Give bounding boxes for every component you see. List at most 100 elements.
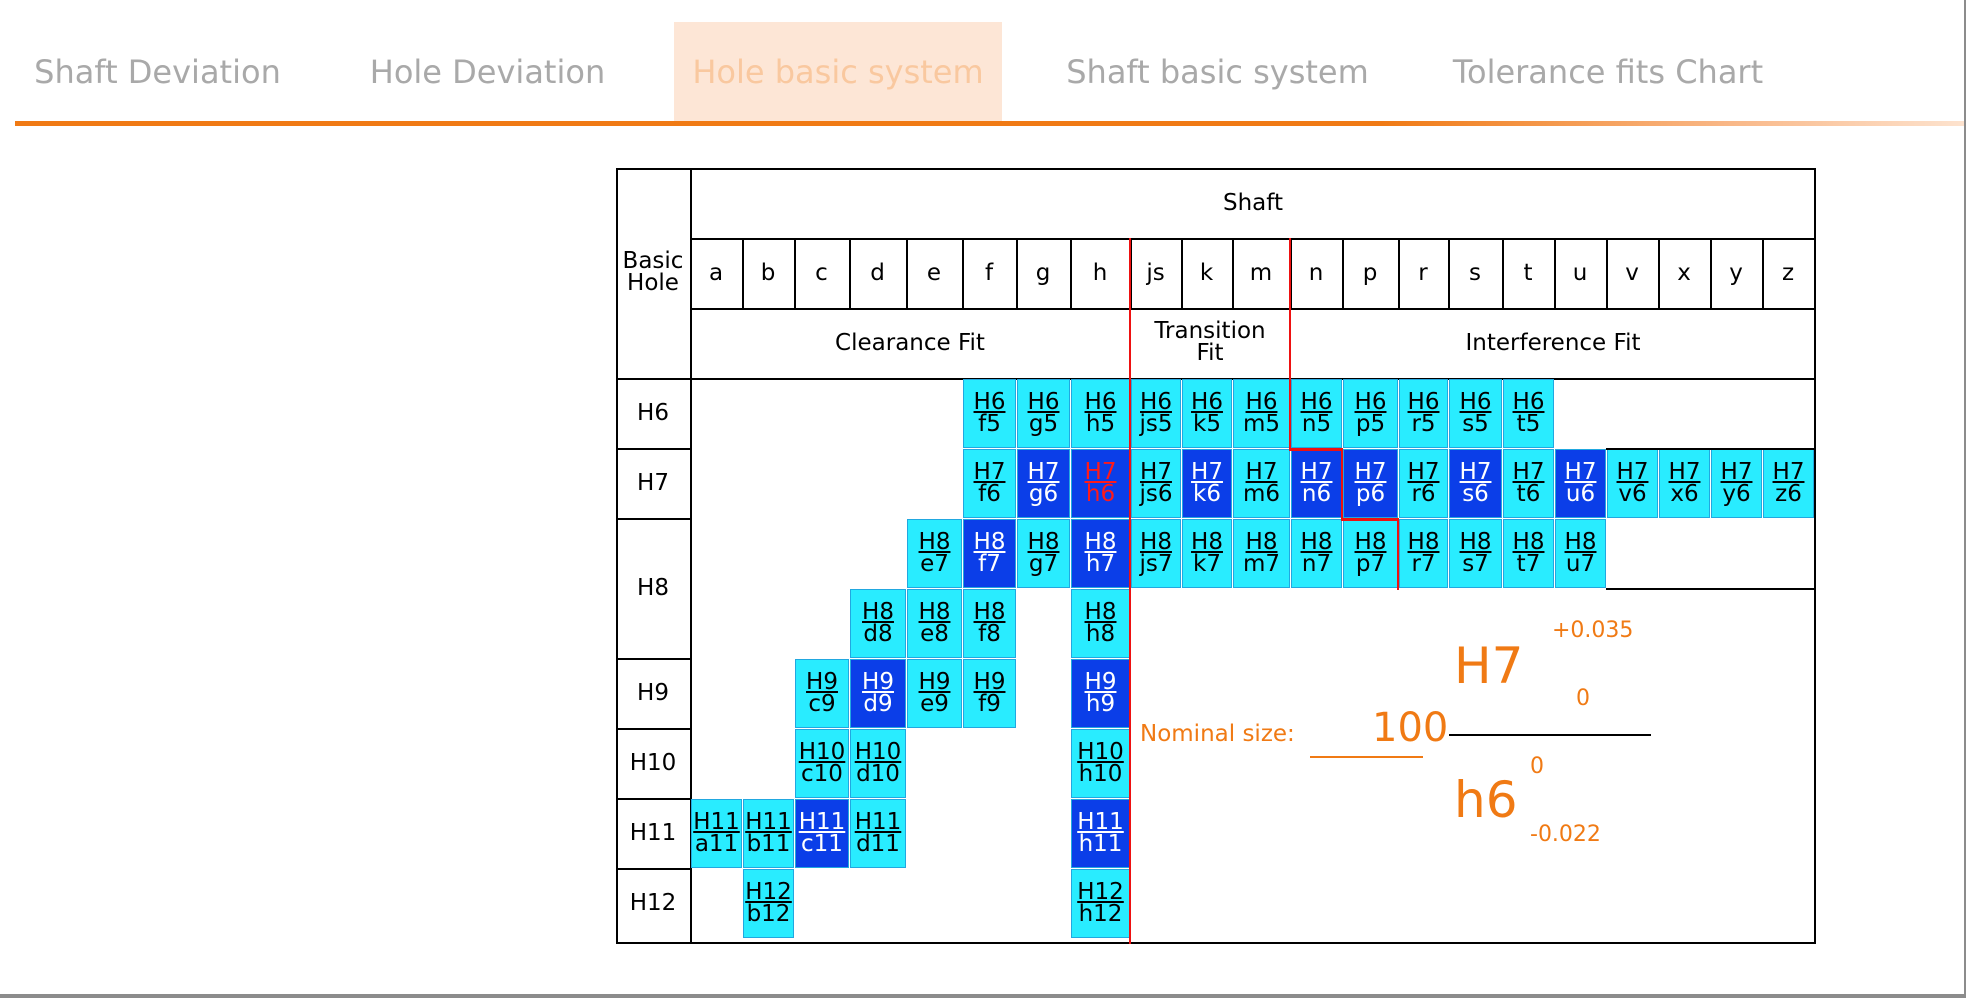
transition-fit-label-line2: Fit: [1196, 340, 1224, 366]
tab-tolerance-fits-chart[interactable]: Tolerance fits Chart: [1452, 53, 1764, 91]
fit-cell-hole-label: H7: [1668, 459, 1701, 486]
fit-cell-h12-b12[interactable]: H12 b12: [743, 869, 794, 938]
fit-cell-h7-u6[interactable]: H7 u6: [1555, 449, 1606, 518]
h6-row-close: [1554, 378, 1816, 380]
shaft-letter-divider: [1658, 238, 1660, 308]
fit-cell-h9-e9[interactable]: H9 e9: [907, 659, 962, 728]
fit-cell-h10-d10[interactable]: H10 d10: [850, 729, 906, 798]
fit-cell-h9-d9[interactable]: H9 d9: [850, 659, 906, 728]
fit-cell-h11-a11[interactable]: H11 a11: [691, 799, 742, 868]
fit-cell-h7-x6[interactable]: H7 x6: [1659, 449, 1710, 518]
fit-cell-h8-g7[interactable]: H8 g7: [1017, 519, 1070, 588]
fit-cell-h6-m5[interactable]: H6 m5: [1233, 379, 1290, 448]
tab-shaft-deviation[interactable]: Shaft Deviation: [34, 53, 281, 91]
fit-cell-shaft-label: js6: [1139, 480, 1173, 507]
fit-cell-h8-m7[interactable]: H8 m7: [1233, 519, 1290, 588]
fit-cell-h11-d11[interactable]: H11 d11: [850, 799, 906, 868]
fit-cell-h8-s7[interactable]: H8 s7: [1449, 519, 1502, 588]
shaft-letter-e: e: [926, 259, 942, 286]
fit-cell-h11-c11[interactable]: H11 c11: [795, 799, 849, 868]
fit-cell-h7-p6[interactable]: H7 p6: [1343, 449, 1398, 518]
fit-cell-shaft-label: js7: [1139, 550, 1173, 577]
fit-cell-h11-h11[interactable]: H11 h11: [1071, 799, 1130, 868]
clearance-fit-label: Clearance Fit: [835, 329, 985, 356]
fit-cell-shaft-label: g7: [1028, 550, 1059, 577]
fit-cell-h7-f6[interactable]: H7 f6: [963, 449, 1016, 518]
fit-cell-h8-k7[interactable]: H8 k7: [1182, 519, 1232, 588]
fit-cell-h7-r6[interactable]: H7 r6: [1399, 449, 1448, 518]
fit-cell-h7-y6[interactable]: H7 y6: [1711, 449, 1762, 518]
tab-hole-basic-system[interactable]: Hole basic system: [674, 22, 1002, 122]
shaft-letter-divider: [1710, 238, 1712, 308]
fit-cell-h12-h12[interactable]: H12 h12: [1071, 869, 1130, 938]
fit-cell-h7-z6[interactable]: H7 z6: [1763, 449, 1814, 518]
shaft-letter-divider: [1502, 238, 1504, 308]
selected-hole-fit: H7: [1454, 637, 1524, 695]
fit-cell-h8-h8[interactable]: H8 h8: [1071, 589, 1130, 658]
fit-cell-h10-c10[interactable]: H10 c10: [795, 729, 849, 798]
fit-cell-h8-h7[interactable]: H8 h7: [1071, 519, 1130, 588]
fit-cell-h6-js5[interactable]: H6 js5: [1131, 379, 1181, 448]
fit-cell-h8-f8[interactable]: H8 f8: [963, 589, 1016, 658]
fit-cell-hole-label: H7: [1300, 459, 1333, 486]
shaft-letter-z: z: [1781, 259, 1795, 286]
fit-cell-h7-h6[interactable]: H7 h6: [1071, 449, 1130, 518]
tab-shaft-basic-system[interactable]: Shaft basic system: [1066, 53, 1369, 91]
fit-cell-h6-n5[interactable]: H6 n5: [1291, 379, 1342, 448]
fit-cell-h9-c9[interactable]: H9 c9: [795, 659, 849, 728]
fit-cell-h8-r7[interactable]: H8 r7: [1399, 519, 1448, 588]
fit-cell-h7-g6[interactable]: H7 g6: [1017, 449, 1070, 518]
fit-cell-h7-k6[interactable]: H7 k6: [1182, 449, 1232, 518]
shaft-letter-divider: [1290, 238, 1292, 308]
fit-cell-h9-h9[interactable]: H9 h9: [1071, 659, 1130, 728]
fit-cell-h6-t5[interactable]: H6 t5: [1503, 379, 1554, 448]
fit-cell-h7-v6[interactable]: H7 v6: [1607, 449, 1658, 518]
shaft-letter-t: t: [1523, 259, 1533, 286]
fit-cell-h7-js6[interactable]: H7 js6: [1131, 449, 1181, 518]
fit-cell-shaft-label: s6: [1462, 480, 1489, 507]
fit-cell-h6-h5[interactable]: H6 h5: [1071, 379, 1130, 448]
tab-hole-deviation[interactable]: Hole Deviation: [369, 53, 606, 91]
hole-row-label-h6: H6: [637, 399, 669, 426]
chart-border-bottom: [616, 942, 1816, 944]
fit-cell-h8-n7[interactable]: H8 n7: [1291, 519, 1342, 588]
fit-cell-h8-e7[interactable]: H8 e7: [907, 519, 962, 588]
fit-cell-h11-b11[interactable]: H11 b11: [743, 799, 794, 868]
fit-cell-h8-d8[interactable]: H8 d8: [850, 589, 906, 658]
fit-cell-h8-p7[interactable]: H8 p7: [1343, 519, 1398, 588]
fit-cell-h6-f5[interactable]: H6 f5: [963, 379, 1016, 448]
fit-cell-h7-s6[interactable]: H7 s6: [1449, 449, 1502, 518]
shaft-letter-f: f: [984, 259, 994, 286]
fit-cell-h6-k5[interactable]: H6 k5: [1182, 379, 1232, 448]
transition-interference-boundary-1: [1289, 238, 1291, 450]
header-divider-2: [690, 308, 1816, 310]
fit-cell-h7-t6[interactable]: H7 t6: [1503, 449, 1554, 518]
fit-cell-h10-h10[interactable]: H10 h10: [1071, 729, 1130, 798]
fit-cell-h8-t7[interactable]: H8 t7: [1503, 519, 1554, 588]
fit-cell-hole-label: H7: [973, 459, 1006, 486]
fit-cell-h8-e8[interactable]: H8 e8: [907, 589, 962, 658]
fit-cell-shaft-label: x6: [1670, 480, 1699, 507]
fit-cell-hole-label: H6: [1512, 389, 1545, 416]
fit-cell-h6-g5[interactable]: H6 g5: [1017, 379, 1070, 448]
fit-cell-hole-label: H11: [854, 809, 902, 836]
shaft-letter-r: r: [1418, 259, 1428, 286]
chart-border-top: [616, 168, 1816, 170]
fit-cell-h8-js7[interactable]: H8 js7: [1131, 519, 1181, 588]
transition-fit-label-line1: Transition: [1154, 318, 1266, 345]
fit-cell-h7-n6[interactable]: H7 n6: [1291, 449, 1342, 518]
fit-cell-h9-f9[interactable]: H9 f9: [963, 659, 1016, 728]
fit-cell-h6-s5[interactable]: H6 s5: [1449, 379, 1502, 448]
fit-cell-shaft-label: c9: [808, 690, 836, 717]
shaft-letter-d: d: [870, 259, 885, 286]
fit-cell-h8-f7[interactable]: H8 f7: [963, 519, 1016, 588]
fit-cell-shaft-label: p7: [1355, 550, 1386, 577]
fit-cell-h8-u7[interactable]: H8 u7: [1555, 519, 1606, 588]
fit-cell-h6-r5[interactable]: H6 r5: [1399, 379, 1448, 448]
nominal-size-label: Nominal size:: [1140, 721, 1295, 747]
shaft-letter-p: p: [1362, 259, 1378, 286]
transition-interference-boundary-5: [1397, 518, 1399, 590]
fit-cell-h6-p5[interactable]: H6 p5: [1343, 379, 1398, 448]
fit-cell-hole-label: H11: [798, 809, 846, 836]
fit-cell-h7-m6[interactable]: H7 m6: [1233, 449, 1290, 518]
